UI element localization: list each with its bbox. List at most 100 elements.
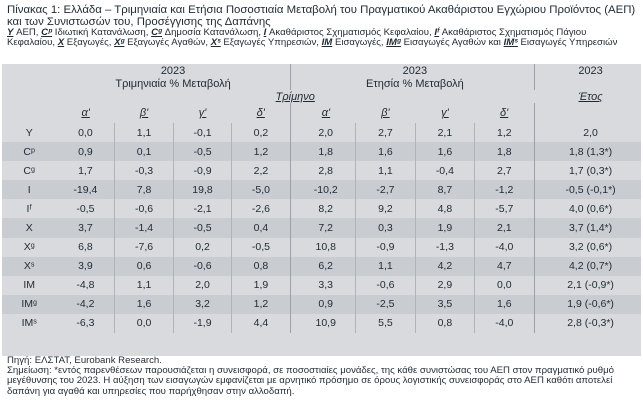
separator-cell	[289, 256, 297, 276]
annual-value: -2,5	[355, 294, 416, 314]
year-value: 4,0 (0,6*)	[568, 202, 613, 215]
annual-value: 6,2	[296, 256, 356, 276]
row-label: IMˢ	[21, 317, 37, 330]
quarterly-value: -0,1	[172, 123, 232, 143]
separator-cell	[289, 123, 297, 143]
quarterly-value: 1,1	[114, 275, 174, 295]
table-row: I -19,4 7,8 19,8 -5,0 -10,2 -2,7 8,7 -1,2 -0,5 (-…	[2, 180, 641, 200]
source-notes: Πηγή: ΕΛΣΤΑΤ, Eurobank Research. Σημείωσ…	[7, 355, 639, 397]
quarter-label: β'	[381, 107, 390, 119]
quarterly-value: 4,4	[231, 313, 291, 334]
table-row: Xˢ 3,9 0,6 -0,6 0,8 6,2 1,1 4,2 4,7 4,2 (0,7*)	[2, 256, 641, 276]
annual-value: -0,6	[355, 275, 416, 295]
quarterly-value: 0,2	[172, 237, 232, 257]
annual-value: 1,8	[296, 142, 356, 162]
year-value: 2,8 (-0,3*)	[567, 317, 614, 330]
annual-value: 3,5	[414, 294, 475, 314]
legend-text: ΑΕΠ,	[13, 27, 42, 38]
annual-value: -0,4	[414, 161, 475, 181]
year-annual: 2023	[402, 64, 428, 77]
separator-cell	[289, 103, 297, 123]
legend-abbr: Xᵍ	[114, 37, 125, 48]
row-label: X	[2, 218, 57, 238]
quarterly-value: -4,2	[56, 294, 115, 314]
separator-cell	[533, 123, 541, 143]
year-value: 3,7 (1,4*)	[540, 218, 641, 238]
separator-cell	[533, 103, 541, 123]
row-label: IM	[23, 279, 36, 292]
quarterly-value: -0,6	[172, 256, 232, 276]
legend-text: Ακαθάριστος Σχηματισμός Πάγιου Κεφαλαίου…	[7, 27, 587, 48]
separator-cell	[289, 294, 297, 314]
annual-value: 1,9	[414, 218, 475, 238]
year-value: 2,0	[583, 126, 598, 139]
quarterly-value: 2,0	[172, 275, 232, 295]
legend-abbr: Xˢ	[210, 37, 221, 48]
quarter-label: α'	[81, 107, 90, 119]
separator-cell	[533, 218, 541, 238]
legend-abbr: Y	[7, 27, 14, 38]
quarterly-value: -0,5	[231, 237, 291, 257]
quarterly-value: 0,0	[114, 313, 174, 334]
legend-text: Εισαγωγές Υπηρεσιών	[517, 37, 618, 48]
annual-value: 4,7	[474, 256, 535, 276]
blank-cell	[2, 103, 56, 123]
header-row-subheader: Τρίμηνο Έτος	[2, 90, 641, 103]
quarterly-value: 0,1	[114, 142, 174, 162]
legend-abbr: Cᵍ	[151, 27, 163, 38]
separator-cell	[533, 161, 541, 181]
separator-cell	[289, 218, 297, 238]
legend-abbr: Cᵖ	[41, 27, 53, 38]
row-label: Y	[25, 126, 33, 139]
blank-cell	[540, 103, 641, 123]
annual-value: 2,7	[474, 161, 535, 181]
legend-abbr: IMˢ	[503, 37, 518, 48]
quarterly-value: 19,8	[172, 180, 232, 200]
quarterly-value: 3,9	[56, 256, 115, 276]
header-quarterly: Τριμηνιαία % Μεταβολή	[115, 77, 231, 90]
quarterly-value: -5,0	[231, 180, 291, 200]
legend-text: Εξαγωγές Υπηρεσιών,	[220, 37, 322, 48]
table-row: IM -4,8 1,1 2,0 1,9 3,3 -0,6 2,9 0,0 2,1 (-0,9*)	[2, 275, 641, 295]
year-value: 4,2 (0,7*)	[540, 256, 641, 276]
quarter-label: γ'	[441, 107, 449, 119]
year-value: 1,9 (-0,6*)	[540, 294, 641, 314]
annual-value: 1,6	[355, 142, 416, 162]
year-quarterly: 2023	[160, 64, 186, 77]
annual-value: 2,9	[414, 275, 475, 295]
legend-text: Δημοσία Κατανάλωση,	[162, 27, 264, 38]
annual-value: 2,7	[355, 123, 416, 143]
quarterly-value: -0,5	[172, 218, 232, 238]
subheader-year: Έτος	[578, 90, 603, 103]
quarterly-value: -0,5	[172, 142, 232, 162]
quarter-label: γ'	[198, 107, 207, 119]
annual-value: 5,5	[355, 313, 416, 334]
quarterly-value: 1,1	[114, 123, 174, 143]
legend-text: Εξαγωγές Αγαθών,	[124, 37, 211, 48]
annual-value: 0,3	[355, 218, 416, 238]
quarterly-value: -0,3	[114, 161, 174, 181]
annual-value: -1,3	[414, 237, 475, 257]
annual-value: 10,8	[315, 241, 336, 254]
quarterly-value: 3,2	[172, 294, 232, 314]
row-label: Cᵖ	[2, 142, 57, 162]
legend-abbr: X	[57, 37, 65, 48]
legend-text: Εξαγωγές,	[64, 37, 115, 48]
separator-cell	[289, 313, 297, 334]
row-label: Xˢ	[2, 256, 57, 276]
subheader-quarter: Τρίμηνο	[275, 90, 315, 103]
quarterly-value: 0,2	[231, 123, 291, 143]
annual-value: -10,2	[296, 180, 356, 200]
quarter-label: δ'	[499, 107, 509, 119]
quarterly-value: 0,6	[114, 256, 174, 276]
quarterly-value: -0,6	[114, 199, 174, 219]
table-row: Xᵍ 6,8 -7,6 0,2 -0,5 10,8 -0,9 -1,3 -4,0 3,2 (0,6…	[2, 237, 641, 257]
quarter-label: δ'	[256, 107, 265, 119]
annual-value: 2,8	[318, 164, 334, 177]
annual-value: -1,2	[474, 180, 535, 200]
legend-text: Ακαθάριστος Σχηματισμός Κεφαλαίου,	[266, 27, 435, 38]
quarterly-value: -4,8	[76, 279, 95, 292]
annual-value: -5,7	[474, 199, 535, 219]
table-row: Cᵖ 0,9 0,1 -0,5 1,2 1,8 1,6 1,6 1,8 1,8 (1,3*)	[2, 142, 641, 162]
legend-abbr: I	[263, 27, 267, 38]
